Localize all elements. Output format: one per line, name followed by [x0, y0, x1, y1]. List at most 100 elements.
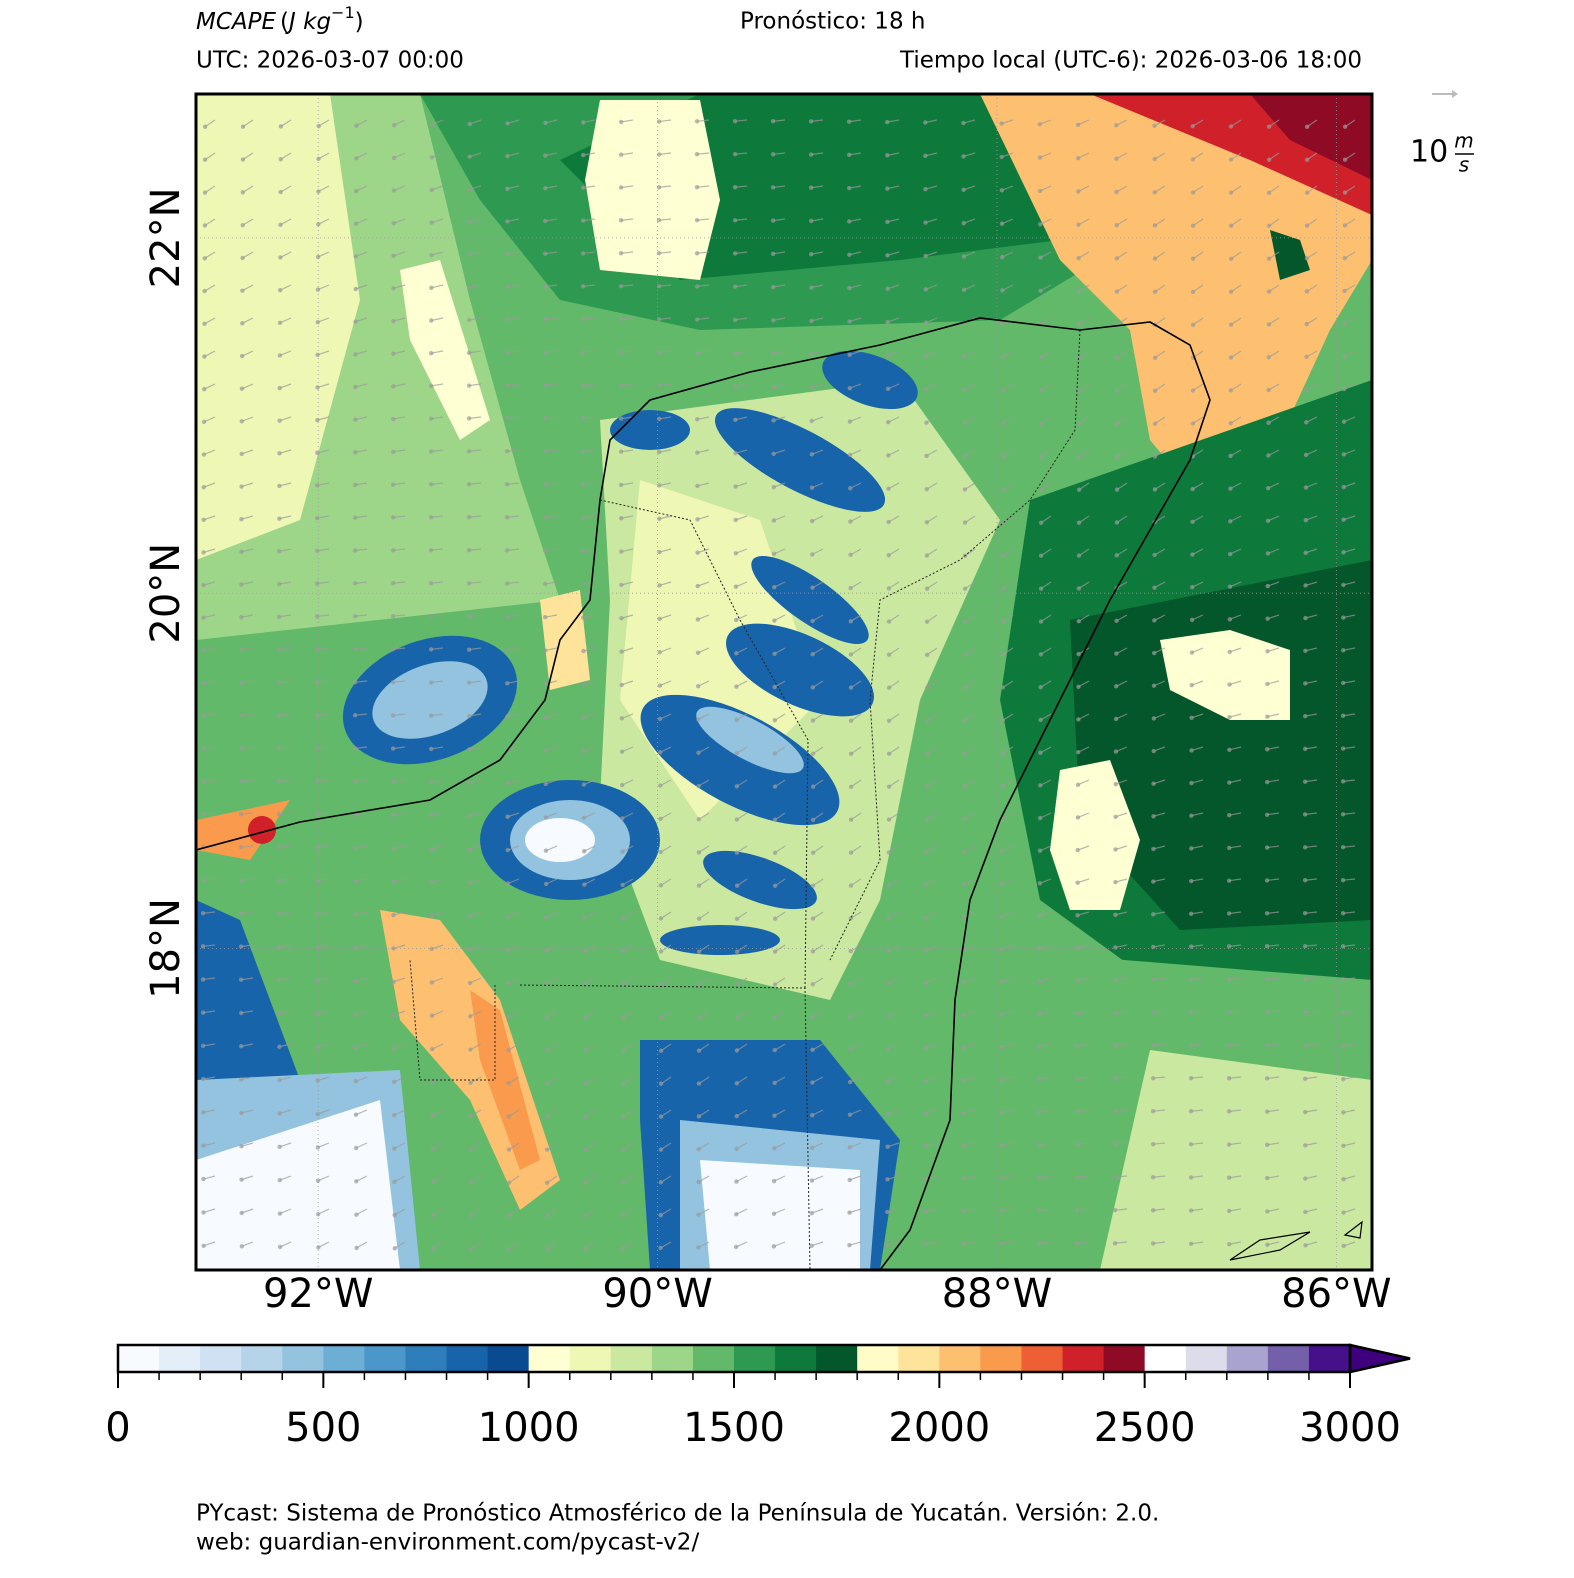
wind-arrowhead — [391, 220, 396, 226]
wind-arrowhead — [1264, 878, 1270, 883]
wind-arrowhead — [1190, 256, 1196, 261]
wind-arrowhead — [1113, 847, 1118, 852]
colorbar-bin — [446, 1345, 489, 1372]
wind-arrowhead — [656, 185, 662, 190]
wind-arrowhead — [772, 916, 778, 921]
wind-arrowhead — [1189, 748, 1194, 753]
wind-arrowhead — [504, 515, 510, 520]
wind-arrowhead — [391, 1046, 397, 1051]
wind-arrowhead — [353, 254, 359, 259]
wind-arrowhead — [1113, 716, 1119, 722]
wind-arrowhead — [772, 883, 778, 888]
wind-arrowhead — [809, 1145, 815, 1151]
wind-arrowhead — [277, 1111, 282, 1116]
wind-arrowhead — [504, 416, 510, 421]
wind-arrowhead — [885, 386, 891, 391]
wind-arrowhead — [1303, 583, 1308, 588]
wind-arrowhead — [580, 152, 586, 158]
wind-arrowhead — [1342, 124, 1348, 129]
wind-arrowhead — [885, 186, 890, 191]
wind-arrowhead — [1303, 648, 1308, 653]
wind-arrowhead — [314, 911, 320, 917]
wind-arrowhead — [315, 945, 320, 950]
wind-arrowhead — [1188, 1109, 1194, 1114]
wind-arrowhead — [809, 352, 814, 357]
wind-arrowhead — [429, 318, 434, 323]
wind-arrowhead — [618, 350, 624, 355]
wind-arrowhead — [315, 254, 321, 260]
wind-arrowhead — [1150, 944, 1156, 950]
wind-arrowhead — [1302, 910, 1308, 916]
wind-arrowhead — [809, 1243, 814, 1248]
wind-arrowhead — [277, 451, 282, 456]
lon-label: 90°W — [602, 1271, 712, 1317]
wind-arrowhead — [200, 680, 206, 686]
wind-arrowhead — [429, 813, 434, 818]
wind-arrowhead — [468, 1180, 474, 1185]
wind-arrowhead — [391, 946, 396, 951]
wind-arrowhead — [809, 485, 815, 490]
wind-arrowhead — [695, 517, 700, 522]
wind-arrowhead — [1303, 485, 1309, 490]
colorbar-bin — [405, 1345, 448, 1372]
wind-arrowhead — [580, 416, 586, 421]
wind-arrowhead — [353, 978, 358, 984]
wind-arrowhead — [810, 552, 815, 557]
wind-arrowhead — [1075, 155, 1081, 161]
wind-arrowhead — [1076, 289, 1081, 294]
wind-arrowhead — [391, 846, 396, 851]
wind-arrowhead — [352, 614, 358, 619]
wind-arrowhead — [582, 1213, 588, 1218]
wind-arrowhead — [1265, 1209, 1270, 1214]
wind-arrowhead — [923, 186, 928, 192]
wind-arrowhead — [391, 384, 396, 389]
wind-arrowhead — [353, 878, 358, 884]
wind-arrowhead — [352, 548, 358, 553]
colorbar-bin — [610, 1345, 653, 1372]
wind-arrowhead — [467, 880, 472, 886]
wind-arrowhead — [1038, 586, 1044, 591]
wind-arrowhead — [238, 878, 244, 883]
wind-arrowhead — [886, 685, 892, 690]
wind-arrowhead — [1340, 779, 1346, 784]
wind-arrowhead — [1076, 487, 1082, 492]
wind-arrowhead — [354, 1245, 359, 1251]
wind-arrowhead — [428, 416, 434, 421]
wind-arrowhead — [847, 319, 852, 324]
wind-arrowhead — [543, 714, 548, 720]
wind-arrowhead — [391, 1113, 397, 1118]
wind-arrowhead — [239, 353, 245, 359]
wind-arrowhead — [732, 119, 738, 124]
wind-arrowhead — [810, 751, 816, 756]
wind-arrowhead — [314, 878, 320, 883]
wind-arrowhead — [1037, 881, 1043, 886]
wind-arrowhead — [733, 450, 738, 456]
wind-arrowhead — [543, 120, 548, 126]
wind-arrowhead — [1266, 453, 1271, 458]
wind-arrowhead — [1076, 619, 1081, 624]
wind-arrowhead — [315, 978, 320, 983]
wind-arrowhead — [276, 746, 282, 751]
wind-arrowhead — [734, 1212, 739, 1217]
wind-arrowhead — [1341, 1210, 1346, 1215]
wind-arrowhead — [618, 251, 624, 256]
wind-arrowhead — [1303, 452, 1309, 458]
wind-arrowhead — [1037, 978, 1042, 984]
wind-arrowhead — [734, 916, 740, 921]
wind-arrowhead — [923, 1078, 928, 1084]
wind-arrowhead — [1038, 454, 1044, 459]
wind-arrowhead — [544, 1246, 550, 1251]
wind-arrowhead — [847, 1112, 853, 1117]
wind-arrowhead — [277, 483, 282, 489]
wind-key-unit-den: s — [1459, 153, 1469, 177]
wind-arrowhead — [1074, 1043, 1080, 1049]
wind-arrowhead — [734, 784, 740, 789]
wind-arrowhead — [924, 520, 930, 525]
wind-arrowhead — [1342, 223, 1348, 228]
wind-arrowhead — [734, 850, 740, 855]
wind-arrowhead — [504, 548, 510, 553]
wind-arrowhead — [1302, 845, 1308, 850]
wind-arrowhead — [1036, 1241, 1042, 1246]
wind-arrowhead — [390, 548, 396, 553]
wind-arrowhead — [277, 1244, 283, 1250]
